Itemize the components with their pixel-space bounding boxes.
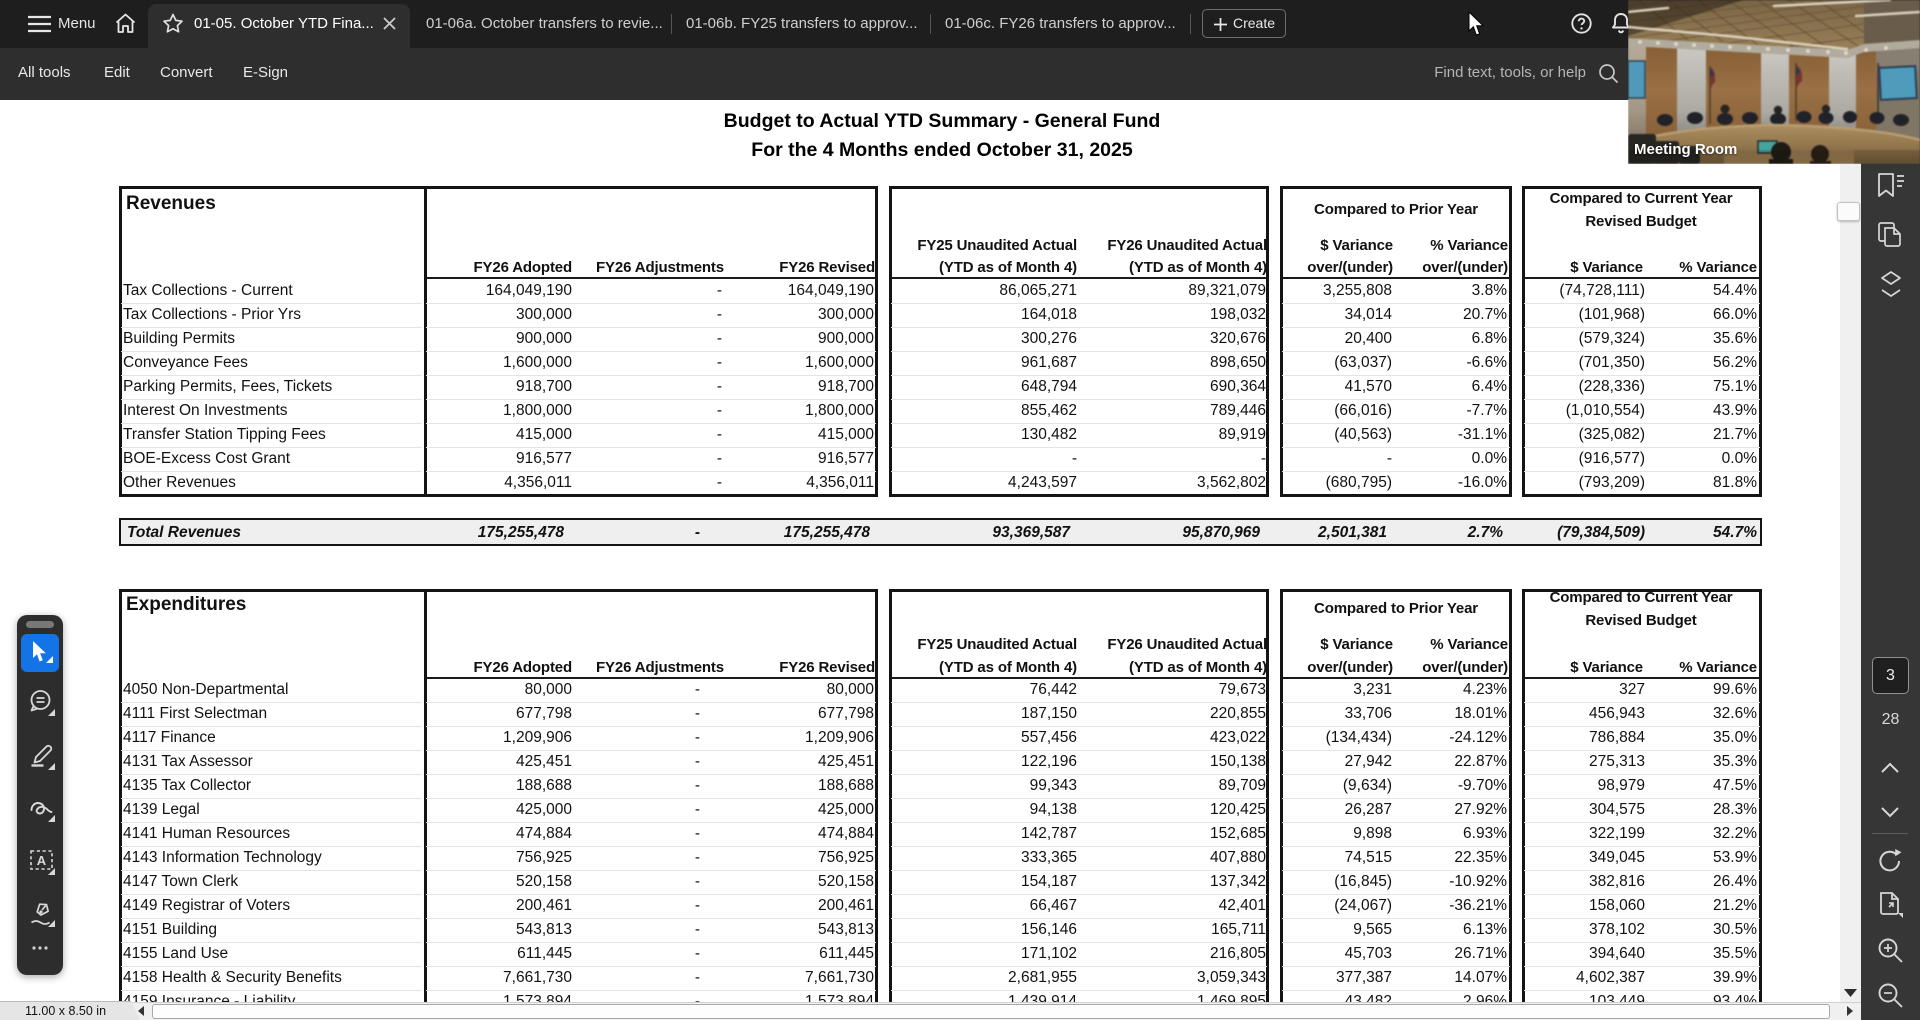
svg-text:A: A	[37, 853, 47, 868]
